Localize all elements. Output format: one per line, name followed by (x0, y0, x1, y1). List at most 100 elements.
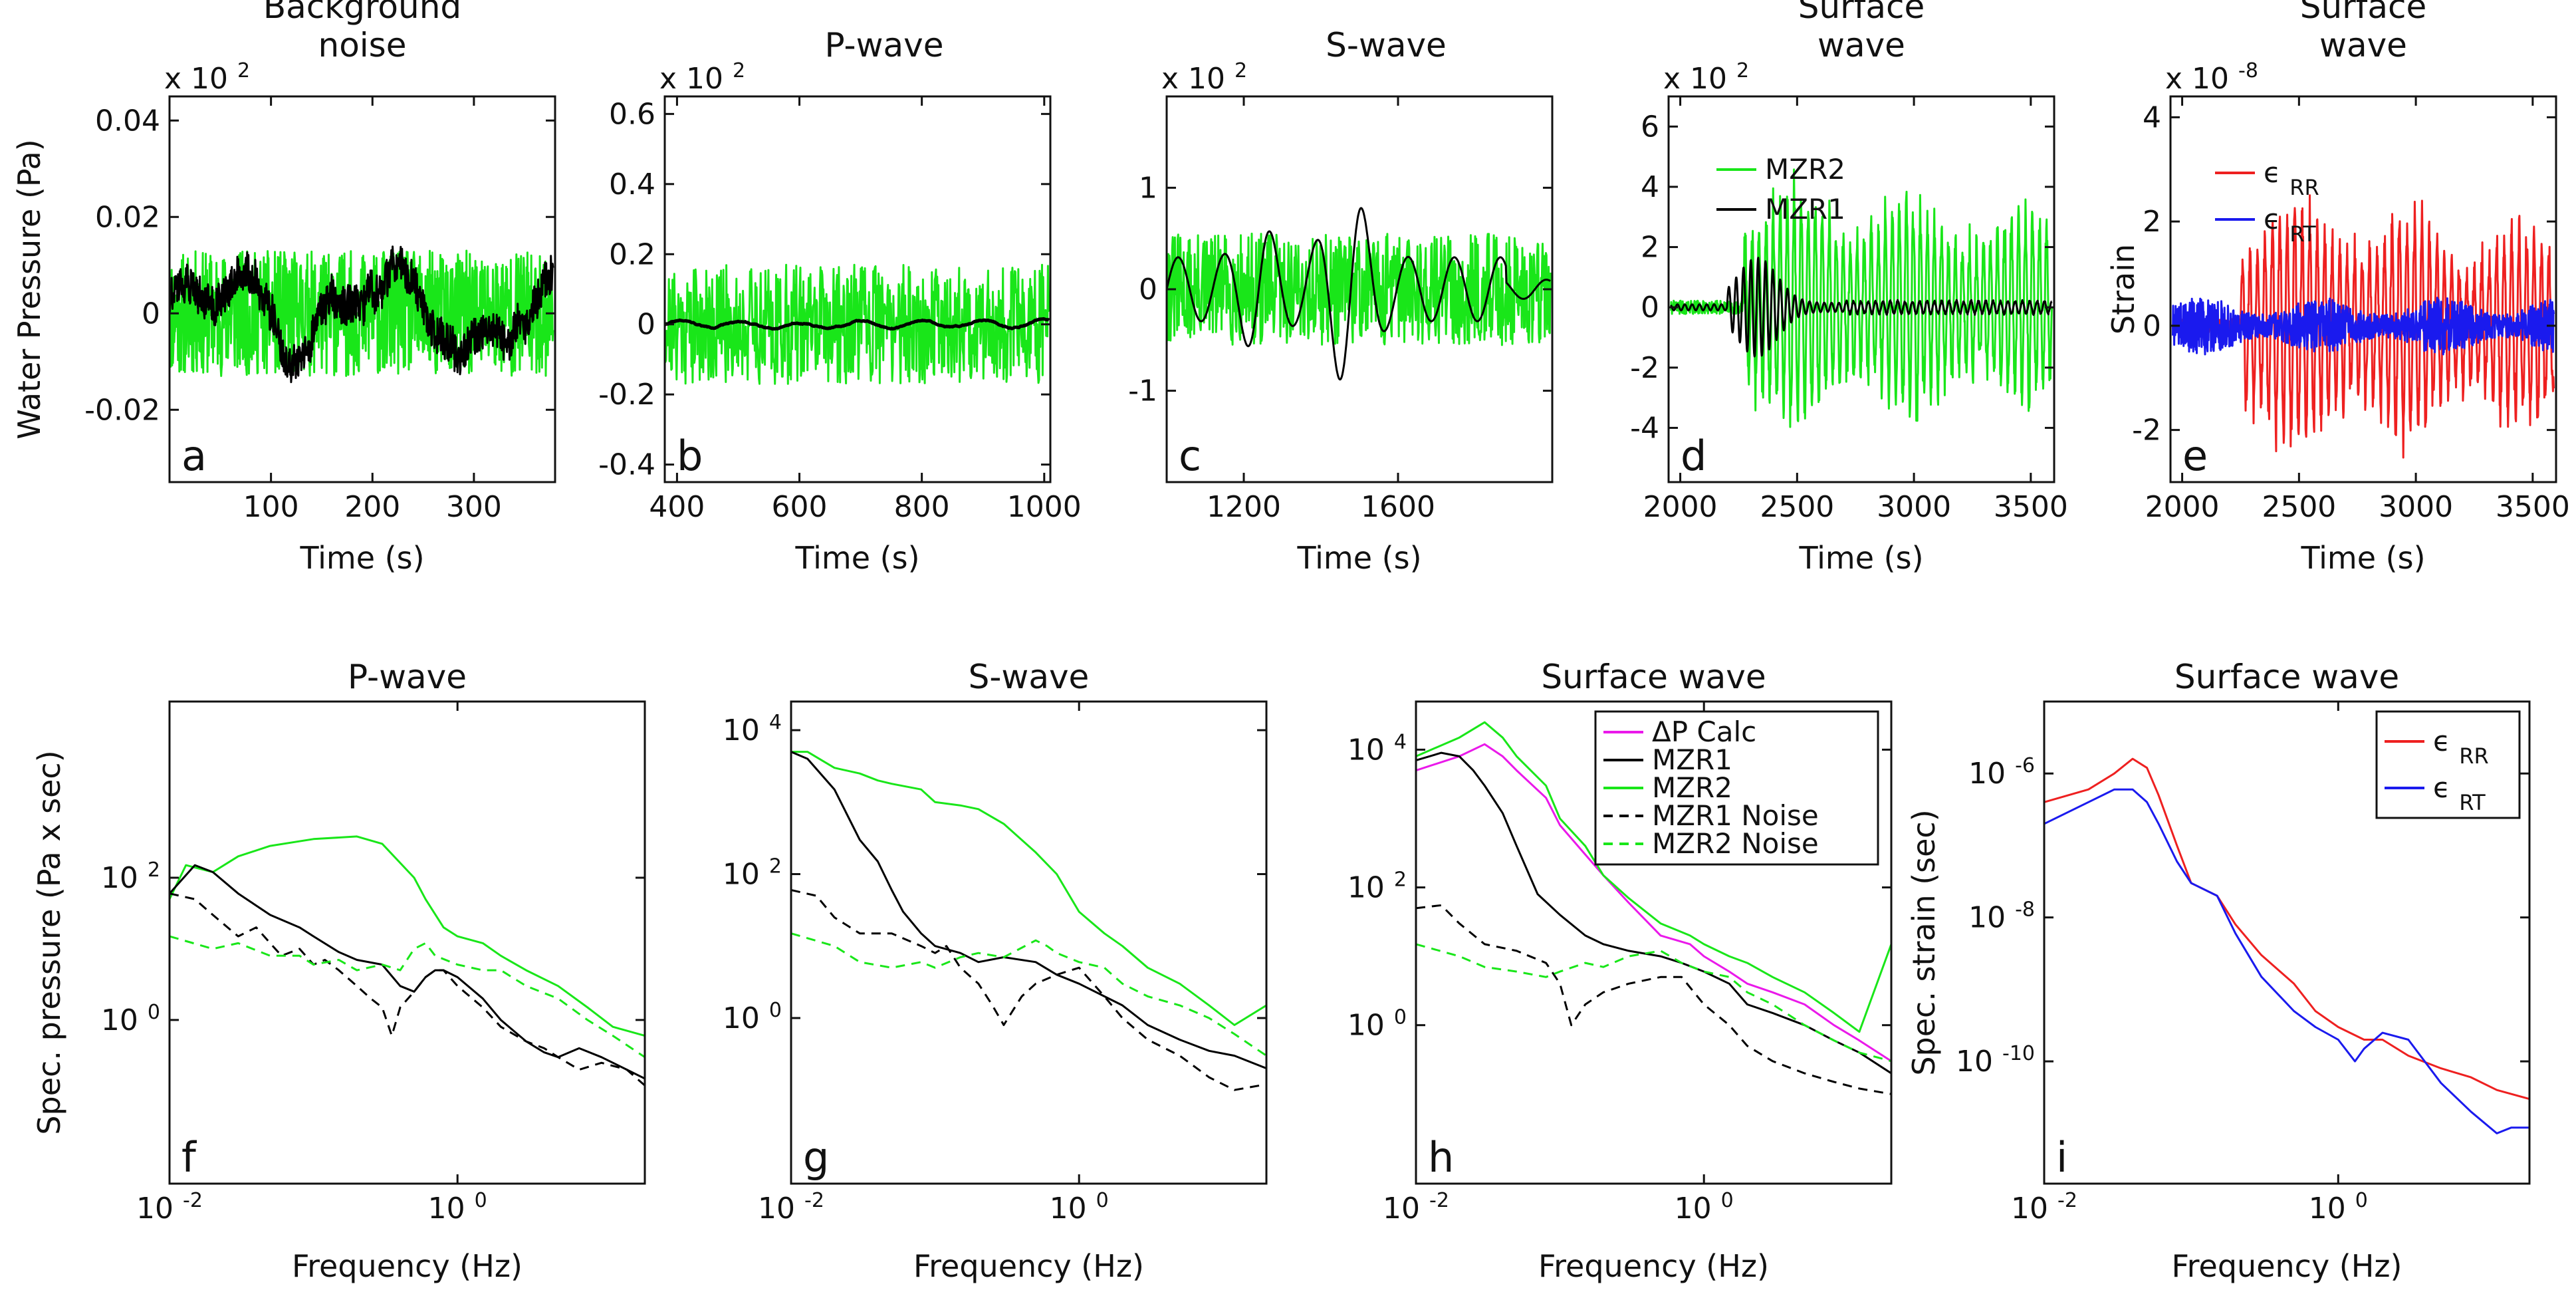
panel-d: 2000 2500 3000 3500 6 4 2 0 -2 -4 x 10 2 Surfacewav… (1630, 0, 2068, 576)
legend: ϵ RRϵ RT (2375, 710, 2521, 819)
series-mzr2-line (791, 751, 1266, 1026)
x-tick-label: 10 -2 (136, 1189, 203, 1226)
y-tick-label: -4 (1630, 411, 1659, 445)
x-axis-label: Frequency (Hz) (1538, 1248, 1769, 1284)
y-tick-label: -0.2 (598, 378, 655, 412)
panel-letter: a (181, 432, 207, 480)
x-axis-label: Time (s) (1296, 540, 1421, 576)
y-tick-label: 10 0 (723, 998, 782, 1035)
series-mzr2-noise-line (1416, 943, 1891, 1063)
series-mzr2-line (1416, 721, 1891, 1033)
series-group (1167, 207, 1552, 381)
legend-label: ϵ RT (2264, 203, 2316, 247)
panel-letter: g (803, 1133, 829, 1182)
panel-c: 1200 1600 1 0 -1 x 10 2 S-wave Time (s) c (1128, 26, 1554, 576)
y-tick-label: 4 (1641, 170, 1659, 204)
y-tick-label: 10 -8 (1968, 898, 2035, 935)
panel-f: 10 -2 10 0 10 2 10 0 P-wave Frequency (Hz) Spe… (31, 658, 646, 1284)
x-tick-label: 3000 (1877, 490, 1951, 524)
y-tick-label: 0.2 (609, 237, 655, 271)
axes-frame (1667, 95, 2055, 483)
x-axis-label: Time (s) (1798, 540, 1923, 576)
x-tick-label: 800 (894, 490, 950, 524)
x-axis-label: Time (s) (2300, 540, 2425, 576)
x-tick-label: 10 0 (2309, 1189, 2368, 1226)
axes-frame (168, 95, 556, 483)
legend-label: MZR2 (1765, 153, 1845, 186)
chart-title: P-wave (348, 658, 467, 696)
y-tick-label: 0 (2143, 309, 2161, 343)
panel-i: 10 -2 10 0 10 -6 10 -8 10 -10 Surface wave Fre… (1906, 658, 2531, 1284)
legend-label: MZR1 Noise (1652, 799, 1819, 832)
axes-frame (2043, 700, 2531, 1185)
y-axis-label: Spec. pressure (Pa x sec) (31, 750, 67, 1134)
series-mzr1-line (1167, 207, 1551, 381)
legend: MZR2 MZR1 (1716, 153, 1845, 225)
axis-multiplier: x 10 2 (1161, 59, 1247, 96)
chart-title: wave (1817, 26, 1905, 65)
y-tick-label: 10 2 (1347, 868, 1407, 905)
chart-title: wave (2319, 26, 2407, 65)
axes-frame (168, 700, 646, 1185)
series-mzr2-line (665, 263, 1050, 385)
legend-box (2375, 710, 2521, 819)
y-tick-label: -2 (2132, 414, 2161, 448)
y-tick-label: 0.02 (95, 200, 160, 234)
y-tick-label: 10 -6 (1968, 754, 2035, 791)
y-tick-label: 10 -10 (1956, 1042, 2035, 1079)
x-tick-label: 1000 (1007, 490, 1082, 524)
x-tick-label: 400 (649, 490, 705, 524)
x-tick-label: 2000 (1643, 490, 1718, 524)
panel-b: 400 600 800 1000 0.6 0.4 0.2 0 -0.2 -0.4 x 10 2 P-w… (598, 26, 1082, 576)
series-mzr1-line (791, 751, 1266, 1069)
axis-multiplier: x 10 -8 (2165, 59, 2258, 96)
legend-box (1594, 710, 1879, 866)
chart-title: S-wave (1326, 26, 1447, 65)
legend-label: ΔP Calc (1652, 715, 1756, 748)
x-tick-label: 2500 (1760, 490, 1834, 524)
y-tick-label: 6 (1641, 110, 1659, 144)
x-tick-label: 600 (772, 490, 828, 524)
legend: ϵ RRϵ RT (2215, 156, 2319, 247)
x-axis-label: Time (s) (794, 540, 919, 576)
y-tick-label: 10 2 (101, 858, 160, 895)
series-mzr1-line (1416, 751, 1891, 1075)
y-tick-label: 10 4 (723, 711, 782, 748)
x-tick-label: 10 -2 (758, 1189, 824, 1226)
y-tick-label: -2 (1630, 351, 1659, 385)
series--rt-line (2044, 788, 2529, 1134)
legend-label: MZR1 (1652, 743, 1732, 776)
series--rr-line (2044, 757, 2529, 1101)
chart-title: Surface (1798, 0, 1925, 26)
series-mzr1-line (170, 864, 645, 1080)
axes-frame (2169, 95, 2557, 483)
y-tick-label: 0.04 (95, 104, 160, 138)
series-mzr2-noise-line (170, 935, 645, 1059)
x-tick-label: 3500 (2496, 490, 2570, 524)
x-axis-label: Time (s) (299, 540, 424, 576)
series-group (2172, 194, 2555, 459)
legend-label: MZR2 Noise (1652, 827, 1819, 860)
x-tick-label: 3500 (1994, 490, 2068, 524)
legend-label: MZR2 (1652, 771, 1732, 804)
y-tick-label: 2 (1641, 231, 1659, 265)
x-tick-label: 10 0 (1675, 1189, 1734, 1226)
panel-letter: d (1681, 432, 1706, 480)
x-axis-label: Frequency (Hz) (292, 1248, 523, 1284)
chart-title: P-wave (825, 26, 944, 65)
x-tick-label: 1600 (1361, 490, 1435, 524)
panel-a: 100 200 300 0.04 0.02 0 -0.02 x 10 2 Backgroundn… (11, 0, 556, 576)
y-tick-label: -0.02 (84, 393, 160, 427)
panel-h: 10 -2 10 0 10 4 10 2 10 0 Surface wave Frequen… (1347, 658, 1893, 1284)
series-group (2044, 757, 2529, 1134)
x-tick-label: 10 0 (1050, 1189, 1109, 1226)
y-tick-label: 10 0 (101, 1000, 160, 1037)
y-tick-label: 10 4 (1347, 730, 1407, 767)
y-axis-label: Spec. strain (sec) (1906, 809, 1942, 1075)
axes-frame (1415, 700, 1893, 1185)
series--rt-line (2172, 297, 2555, 356)
y-axis-label: Strain (2105, 244, 2141, 334)
panel-letter: i (2056, 1133, 2067, 1182)
